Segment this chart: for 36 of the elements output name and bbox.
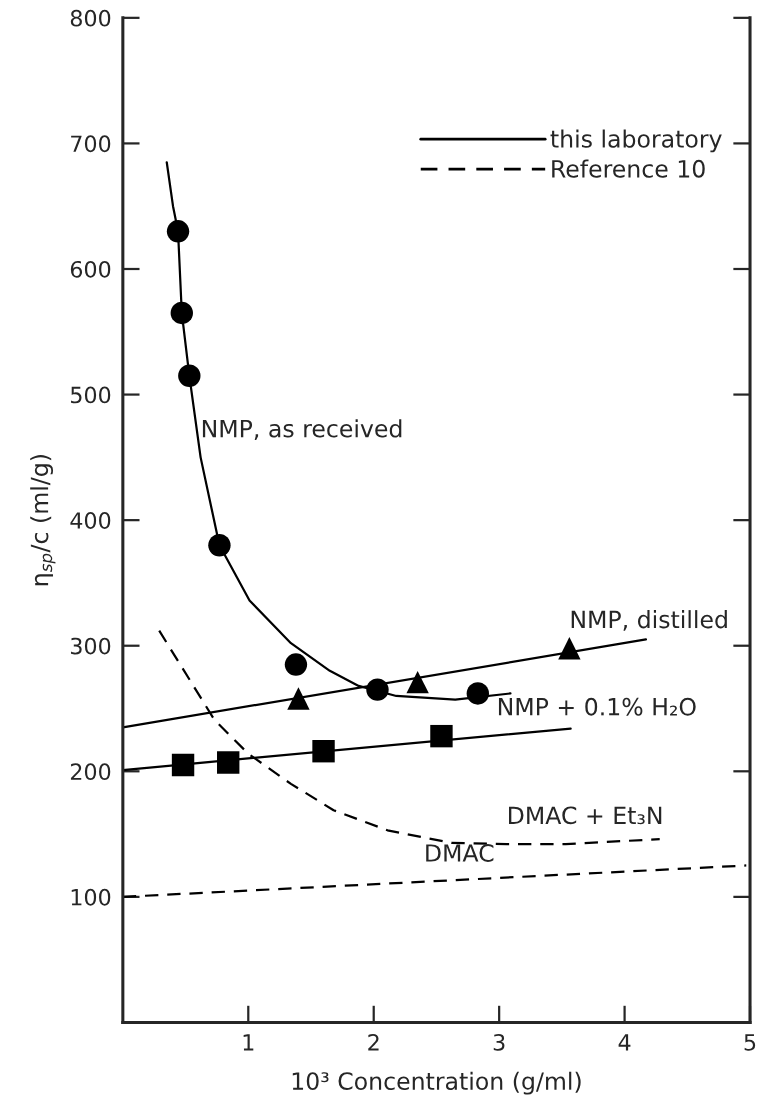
y-tick-label: 200 (70, 763, 111, 781)
point (287, 687, 310, 710)
y-tick-label: 400 (70, 512, 111, 529)
y-tick-label: 100 (71, 888, 111, 906)
point (217, 751, 240, 774)
annotation: DMAC + Et₃N (509, 806, 662, 825)
point (178, 364, 201, 387)
point (466, 682, 490, 705)
annotation: Reference 10 (552, 159, 705, 178)
x-tick-label: 2 (368, 1033, 379, 1051)
x-tick-label: 3 (493, 1033, 505, 1051)
point (312, 740, 335, 763)
y-tick-label: 700 (71, 135, 111, 153)
point (208, 534, 231, 557)
annotation: NMP, distilled (571, 610, 727, 631)
point (430, 724, 453, 748)
point (406, 670, 429, 694)
point (166, 220, 190, 243)
annotation: DMAC (426, 844, 494, 862)
annotation: this laboratory (550, 129, 722, 153)
point (366, 678, 389, 701)
point (170, 301, 193, 325)
y-tick-label: 800 (70, 9, 111, 27)
y-tick-label: 500 (71, 386, 111, 404)
y-tick-label: 600 (70, 260, 111, 278)
annotation: NMP, as received (202, 419, 402, 440)
point (171, 753, 195, 777)
y-tick-label: 300 (71, 637, 111, 655)
y-axis-title: η$_{sp}$/c (ml/g) (30, 455, 56, 586)
x-tick-label: 4 (618, 1034, 631, 1051)
x-axis-title: 10³ Concentration (g/ml) (292, 1071, 581, 1095)
x-tick-label: 5 (744, 1034, 756, 1051)
annotation: NMP + 0.1% H₂O (498, 697, 696, 716)
point (284, 653, 308, 676)
x-tick-label: 1 (243, 1034, 254, 1051)
point (558, 637, 581, 660)
